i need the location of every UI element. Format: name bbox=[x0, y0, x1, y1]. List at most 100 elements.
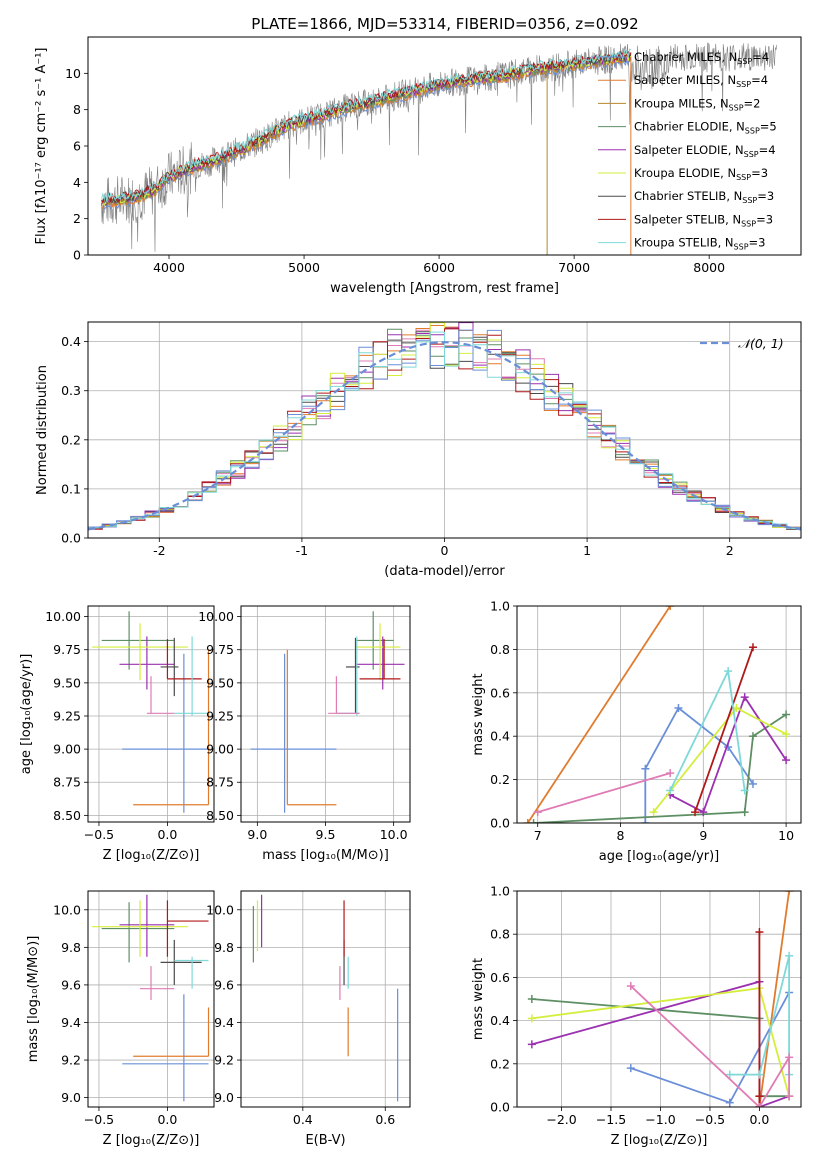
age_Z-plot bbox=[88, 606, 214, 822]
y-axis-label: mass weight bbox=[471, 673, 486, 755]
x-tick-label: −1.0 bbox=[645, 1112, 675, 1127]
legend: Chabrier MILES, NSSP=4 Salpeter MILES, NS… bbox=[598, 50, 777, 252]
mass_EBV-plot bbox=[241, 891, 410, 1107]
y-tick-label: 9.75 bbox=[206, 642, 234, 657]
legend-label: Salpeter MILES, NSSP=4 bbox=[634, 73, 768, 89]
legend-label: 𝒩(0, 1) bbox=[738, 336, 784, 351]
y-tick-label: 2 bbox=[73, 211, 81, 226]
x-tick-label: 2 bbox=[726, 543, 734, 558]
y-tick-label: 8 bbox=[73, 102, 81, 117]
weight-line bbox=[669, 695, 787, 814]
x-tick-label: 0 bbox=[441, 543, 449, 558]
legend-label: Chabrier MILES, NSSP=4 bbox=[634, 50, 769, 66]
y-tick-label: 10.0 bbox=[53, 902, 81, 917]
y-tick-label: 0.6 bbox=[490, 685, 510, 700]
y-tick-label: 0.4 bbox=[490, 1013, 510, 1028]
histogram-plot bbox=[88, 322, 801, 531]
x-tick-label: −1.5 bbox=[596, 1112, 626, 1127]
y-tick-label: 1.0 bbox=[490, 884, 510, 899]
figure-title: PLATE=1866, MJD=53314, FIBERID=0356, z=0… bbox=[251, 15, 638, 33]
x-tick-label: -2 bbox=[153, 543, 165, 558]
y-axis-label: Normed distribution bbox=[35, 365, 50, 495]
y-tick-label: 9.4 bbox=[61, 1015, 81, 1030]
x-tick-label: 10 bbox=[778, 828, 794, 843]
y-tick-label: 8.50 bbox=[53, 808, 81, 823]
legend-label: Chabrier ELODIE, NSSP=5 bbox=[634, 120, 777, 136]
mass_EBV-axes: 0.4 0.6 9.0 9.2 9.4 9.6 9.8 10.0 E(B-V) bbox=[206, 902, 395, 1148]
weight_Z-axes: −2.0 −1.5 −1.0 −0.5 0.0 0.0 0.2 0.4 0.6 0.8 1.0 Z [… bbox=[471, 884, 801, 1148]
x-tick-label: -1 bbox=[296, 543, 308, 558]
y-tick-label: 10.00 bbox=[198, 609, 234, 624]
y-tick-label: 6 bbox=[73, 139, 81, 154]
x-tick-label: −0.5 bbox=[84, 1112, 114, 1127]
y-tick-label: 0.3 bbox=[61, 383, 81, 398]
y-tick-label: 0.0 bbox=[490, 816, 510, 831]
y-tick-label: 0.2 bbox=[61, 432, 81, 447]
age_mass-plot bbox=[241, 606, 410, 822]
weight-line bbox=[694, 646, 754, 813]
x-tick-label: 9 bbox=[699, 828, 707, 843]
axes-frame bbox=[516, 890, 802, 1108]
x-axis-label: mass [log₁₀(M/M⊙)] bbox=[262, 848, 389, 863]
y-tick-label: 0.0 bbox=[61, 531, 81, 546]
x-tick-label: 0.0 bbox=[749, 1112, 769, 1127]
y-tick-label: 0.6 bbox=[490, 970, 510, 985]
y-tick-label: 9.50 bbox=[206, 675, 234, 690]
x-tick-label: 1 bbox=[583, 543, 591, 558]
x-tick-label: 7 bbox=[534, 828, 542, 843]
weight-line bbox=[537, 772, 671, 813]
age_Z-axes: −0.5 0.0 8.50 8.75 9.00 9.25 9.50 9.75 10.00 Z [l… bbox=[19, 609, 199, 863]
axes-frame bbox=[87, 605, 215, 823]
y-axis-label: age [log₁₀(age/yr)] bbox=[19, 654, 34, 775]
x-tick-label: 9.5 bbox=[316, 827, 336, 842]
y-tick-label: 10 bbox=[65, 66, 81, 81]
y-tick-label: 9.8 bbox=[214, 940, 234, 955]
x-tick-label: 0.4 bbox=[293, 1112, 313, 1127]
mass_Z-plot bbox=[88, 891, 214, 1107]
axes-frame bbox=[516, 605, 802, 824]
x-axis-label: Z [log₁₀(Z/Z⊙)] bbox=[611, 1133, 708, 1148]
y-tick-label: 8.75 bbox=[53, 775, 81, 790]
x-tick-label: −2.0 bbox=[546, 1112, 576, 1127]
y-tick-label: 9.00 bbox=[53, 742, 81, 757]
x-tick-label: −0.5 bbox=[695, 1112, 725, 1127]
y-tick-label: 10.0 bbox=[206, 902, 234, 917]
y-axis-label: mass [log₁₀(M/M⊙)] bbox=[26, 936, 41, 1063]
legend-label: Salpeter STELIB, NSSP=3 bbox=[634, 212, 773, 228]
axes-frame bbox=[87, 890, 215, 1108]
gaussian-curve bbox=[88, 341, 801, 531]
axes-frame bbox=[240, 605, 411, 823]
x-axis-label: wavelength [Angstrom, rest frame] bbox=[330, 281, 559, 296]
y-tick-label: 9.4 bbox=[214, 1015, 234, 1030]
weight-line bbox=[533, 713, 787, 823]
model-spectrum bbox=[101, 54, 632, 207]
x-axis-label: age [log₁₀(age/yr)] bbox=[599, 849, 720, 864]
weight_age-plot bbox=[523, 606, 791, 823]
y-axis-label: Flux [fλ10⁻¹⁷ erg cm⁻² s⁻¹ A⁻¹] bbox=[34, 48, 49, 245]
y-tick-label: 8.50 bbox=[206, 808, 234, 823]
x-axis-label: (data-model)/error bbox=[384, 564, 505, 579]
y-tick-label: 0.4 bbox=[490, 729, 510, 744]
y-tick-label: 9.0 bbox=[61, 1090, 81, 1105]
y-tick-label: 0.1 bbox=[61, 481, 81, 496]
x-tick-label: 10.0 bbox=[380, 827, 408, 842]
legend-label: Salpeter ELODIE, NSSP=4 bbox=[634, 143, 776, 159]
y-tick-label: 4 bbox=[73, 175, 81, 190]
legend-label: Kroupa ELODIE, NSSP=3 bbox=[634, 166, 768, 182]
legend-label: Kroupa MILES, NSSP=2 bbox=[634, 96, 760, 112]
y-axis-label: mass weight bbox=[471, 958, 486, 1040]
y-tick-label: 0.4 bbox=[61, 334, 81, 349]
y-tick-label: 9.6 bbox=[214, 977, 234, 992]
x-tick-label: 9.0 bbox=[247, 827, 267, 842]
x-tick-label: 0.6 bbox=[375, 1112, 395, 1127]
weight-line bbox=[630, 985, 790, 1107]
model-spectrum bbox=[101, 48, 632, 203]
y-tick-label: 9.25 bbox=[206, 708, 234, 723]
model-spectrum bbox=[101, 50, 632, 205]
y-tick-label: 0.2 bbox=[490, 1056, 510, 1071]
y-tick-label: 9.8 bbox=[61, 940, 81, 955]
y-tick-label: 1.0 bbox=[490, 599, 510, 614]
y-tick-label: 9.25 bbox=[53, 708, 81, 723]
weight_age-axes: 7 8 9 10 0.0 0.2 0.4 0.6 0.8 1.0 age [log₁₀(age/yr… bbox=[471, 599, 801, 864]
